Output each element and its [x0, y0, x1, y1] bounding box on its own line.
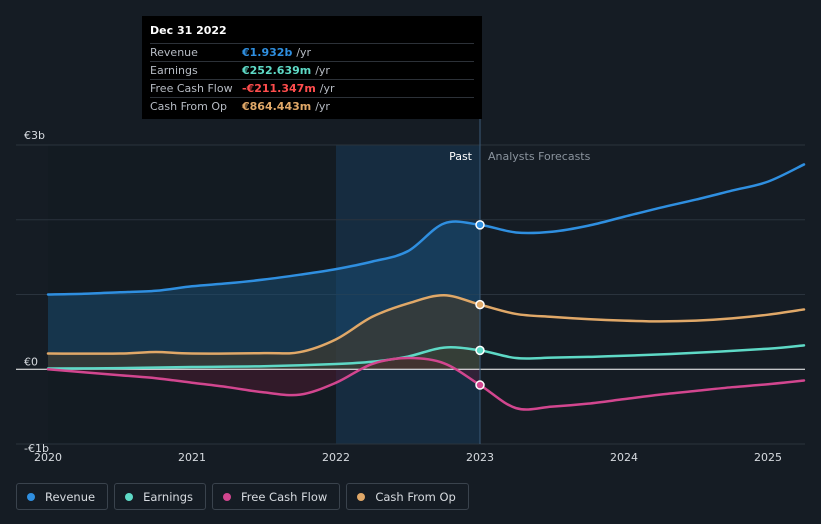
y-tick-label: €3b — [24, 129, 45, 142]
tooltip-label: Revenue — [150, 46, 198, 59]
x-tick-label: 2024 — [610, 451, 638, 464]
series-line-free-cash-flow — [46, 356, 806, 411]
series-line-earnings — [46, 344, 806, 370]
x-tick-label: 2023 — [466, 451, 494, 464]
tooltip-label: Earnings — [150, 64, 198, 77]
tooltip-label: Free Cash Flow — [150, 82, 233, 95]
tooltip-unit: /yr — [296, 46, 312, 59]
tooltip-unit: /yr — [315, 100, 330, 113]
tooltip-value: €252.639m — [242, 64, 312, 77]
tooltip: Dec 31 2022 Revenue €1.932b /yr Earnings… — [142, 16, 482, 119]
marker-free-cash-flow — [475, 380, 485, 390]
y-tick-label: €0 — [24, 355, 38, 368]
marker-revenue — [475, 220, 485, 230]
x-tick-label: 2021 — [178, 451, 206, 464]
tooltip-value: €1.932b — [242, 46, 293, 59]
legend-label: Free Cash Flow — [241, 489, 328, 504]
legend-label: Cash From Op — [375, 489, 456, 504]
cash-from-op-dot-icon — [357, 492, 366, 501]
tooltip-date: Dec 31 2022 — [150, 24, 227, 37]
tooltip-value: €864.443m — [242, 100, 312, 113]
tooltip-row-fcf: Free Cash Flow -€211.347m /yr — [150, 79, 474, 97]
legend-item-revenue[interactable]: Revenue — [16, 483, 109, 510]
tooltip-label: Cash From Op — [150, 100, 228, 113]
y-tick-label: -€1b — [24, 442, 49, 455]
past-label: Past — [449, 150, 473, 163]
legend-label: Earnings — [143, 489, 193, 504]
earnings-dot-icon — [125, 492, 134, 501]
tooltip-unit: /yr — [315, 64, 330, 77]
tooltip-row-earnings: Earnings €252.639m /yr — [150, 61, 474, 79]
tooltip-row-cfo: Cash From Op €864.443m /yr — [150, 97, 474, 115]
revenue-dot-icon — [27, 492, 35, 501]
x-tick-label: 2022 — [322, 451, 350, 464]
legend-item-earnings[interactable]: Earnings — [114, 483, 206, 510]
free-cash-flow-dot-icon — [223, 492, 231, 501]
series-line-revenue — [46, 163, 806, 296]
tooltip-value: -€211.347m — [242, 82, 316, 95]
legend-label: Revenue — [45, 489, 96, 504]
x-tick-label: 2020 — [34, 451, 62, 464]
area-cash-from-op — [48, 295, 480, 370]
tooltip-unit: /yr — [319, 82, 335, 95]
marker-cash-from-op — [475, 299, 485, 310]
legend-item-free-cash-flow[interactable]: Free Cash Flow — [212, 483, 341, 510]
forecast-label: Analysts Forecasts — [488, 150, 591, 163]
marker-earnings — [475, 345, 485, 356]
series-line-cash-from-op — [46, 293, 806, 355]
legend: Revenue Earnings Free Cash Flow Cash Fro… — [16, 483, 469, 510]
x-tick-label: 2025 — [754, 451, 782, 464]
legend-item-cash-from-op[interactable]: Cash From Op — [346, 483, 469, 510]
tooltip-row-revenue: Revenue €1.932b /yr — [150, 43, 474, 61]
